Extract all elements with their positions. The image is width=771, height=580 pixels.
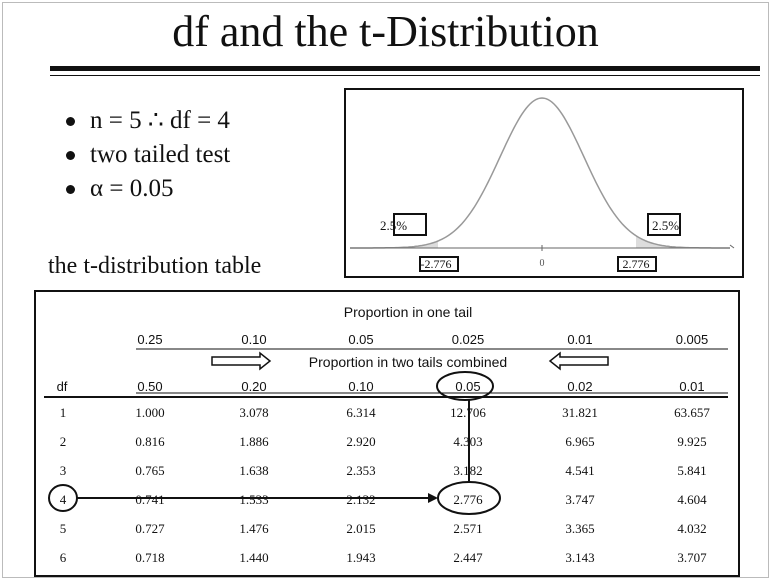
table-cell: 0.816 bbox=[135, 434, 165, 449]
two-tail-header: Proportion in two tails combined bbox=[309, 354, 507, 370]
table-cell: 4.032 bbox=[677, 521, 706, 536]
table-cell: 63.657 bbox=[674, 405, 710, 420]
bullet-item: n = 5 ∴ df = 4 bbox=[60, 104, 230, 138]
one-tail-value: 0.25 bbox=[137, 332, 162, 347]
two-tail-value: 0.10 bbox=[348, 379, 373, 394]
table-cell: 3.078 bbox=[239, 405, 268, 420]
right-critical-box bbox=[617, 256, 657, 272]
right-tail-label-box bbox=[647, 213, 681, 236]
bullet-item: α = 0.05 bbox=[60, 172, 230, 206]
table-cell: 31.821 bbox=[562, 405, 598, 420]
df-cell: 1 bbox=[60, 405, 67, 420]
arrowhead-icon bbox=[428, 493, 438, 503]
two-tail-value: 0.20 bbox=[241, 379, 266, 394]
bullet-text: α = 0.05 bbox=[90, 175, 174, 202]
two-tail-value: 0.02 bbox=[567, 379, 592, 394]
distribution-svg: 2.5% 2.5% -2.776 0 2.776 bbox=[350, 97, 735, 272]
bullet-dot bbox=[66, 185, 75, 194]
one-tail-value: 0.005 bbox=[676, 332, 709, 347]
df-cell: 3 bbox=[60, 463, 67, 478]
one-tail-value: 0.05 bbox=[348, 332, 373, 347]
table-cell: 1.886 bbox=[239, 434, 269, 449]
t-table-svg: Proportion in one tail 0.25 0.10 0.05 0.025… bbox=[44, 304, 728, 565]
bullet-dot bbox=[66, 151, 75, 160]
table-cell: 3.143 bbox=[565, 550, 594, 565]
table-cell: 1.000 bbox=[135, 405, 164, 420]
table-cell: 3.707 bbox=[677, 550, 707, 565]
table-cell: 6.314 bbox=[346, 405, 376, 420]
table-caption: the t-distribution table bbox=[48, 253, 262, 279]
left-critical-label: -2.776 bbox=[421, 257, 452, 271]
title-rule-thick bbox=[50, 66, 760, 71]
table-cell: 2.447 bbox=[453, 550, 483, 565]
table-cell: 5.841 bbox=[677, 463, 706, 478]
table-cell: 9.925 bbox=[677, 434, 706, 449]
table-cell: 4.604 bbox=[677, 492, 707, 507]
distribution-curve bbox=[350, 97, 730, 249]
table-cell: 2.015 bbox=[346, 521, 375, 536]
right-tail-label: 2.5% bbox=[652, 218, 679, 233]
one-tail-value: 0.01 bbox=[567, 332, 592, 347]
slide-title: df and the t-Distribution bbox=[172, 7, 599, 56]
bullet-item: two tailed test bbox=[60, 138, 230, 172]
two-tail-value: 0.50 bbox=[137, 379, 162, 394]
highlight-circle-alpha bbox=[436, 371, 494, 401]
x-axis-arrow bbox=[729, 244, 735, 249]
table-cell: 3.747 bbox=[565, 492, 595, 507]
title-rule-thin bbox=[50, 75, 760, 76]
right-pointing-arrow-icon bbox=[211, 351, 272, 371]
df-header: df bbox=[57, 379, 68, 394]
t-table: Proportion in one tail 0.25 0.10 0.05 0.025… bbox=[34, 290, 740, 577]
table-cell: 6.965 bbox=[565, 434, 594, 449]
table-cell: 2.353 bbox=[346, 463, 375, 478]
table-cell: 1.533 bbox=[239, 492, 268, 507]
table-cell: 0.765 bbox=[135, 463, 164, 478]
highlight-circle-critical-value bbox=[437, 481, 501, 515]
df-cell: 5 bbox=[60, 521, 67, 536]
table-cell: 1.943 bbox=[346, 550, 375, 565]
df-cell: 2 bbox=[60, 434, 67, 449]
table-cell: 0.727 bbox=[135, 521, 165, 536]
table-cell: 3.365 bbox=[565, 521, 594, 536]
left-tail-shade bbox=[350, 241, 438, 248]
table-cell: 1.476 bbox=[239, 521, 269, 536]
df-cell: 4 bbox=[60, 492, 67, 507]
bullet-list: n = 5 ∴ df = 4 two tailed test α = 0.05 bbox=[60, 104, 230, 206]
bullet-text: two tailed test bbox=[90, 141, 231, 168]
bullet-dot bbox=[66, 117, 75, 126]
table-cell: 0.741 bbox=[135, 492, 164, 507]
table-cell: 2.132 bbox=[346, 492, 375, 507]
bullet-text: n = 5 ∴ df = 4 bbox=[90, 107, 230, 134]
distribution-figure: 2.5% 2.5% -2.776 0 2.776 bbox=[344, 88, 744, 278]
table-cell: 1.638 bbox=[239, 463, 268, 478]
table-cell: 2.776 bbox=[453, 492, 483, 507]
table-cell: 4.541 bbox=[565, 463, 594, 478]
table-cell: 2.920 bbox=[346, 434, 375, 449]
two-tail-value: 0.05 bbox=[455, 379, 480, 394]
table-cell: 0.718 bbox=[135, 550, 164, 565]
left-critical-box bbox=[419, 256, 459, 272]
left-pointing-arrow-icon bbox=[548, 351, 609, 371]
table-cell: 2.571 bbox=[453, 521, 482, 536]
right-tail-shade bbox=[636, 235, 730, 248]
two-tail-value: 0.01 bbox=[679, 379, 704, 394]
left-tail-label-box bbox=[393, 213, 427, 236]
table-cell: 1.440 bbox=[239, 550, 268, 565]
one-tail-value: 0.10 bbox=[241, 332, 266, 347]
right-critical-label: 2.776 bbox=[623, 257, 650, 271]
df-cell: 6 bbox=[60, 550, 67, 565]
one-tail-value: 0.025 bbox=[452, 332, 485, 347]
center-label: 0 bbox=[540, 258, 545, 269]
one-tail-header: Proportion in one tail bbox=[344, 304, 472, 320]
